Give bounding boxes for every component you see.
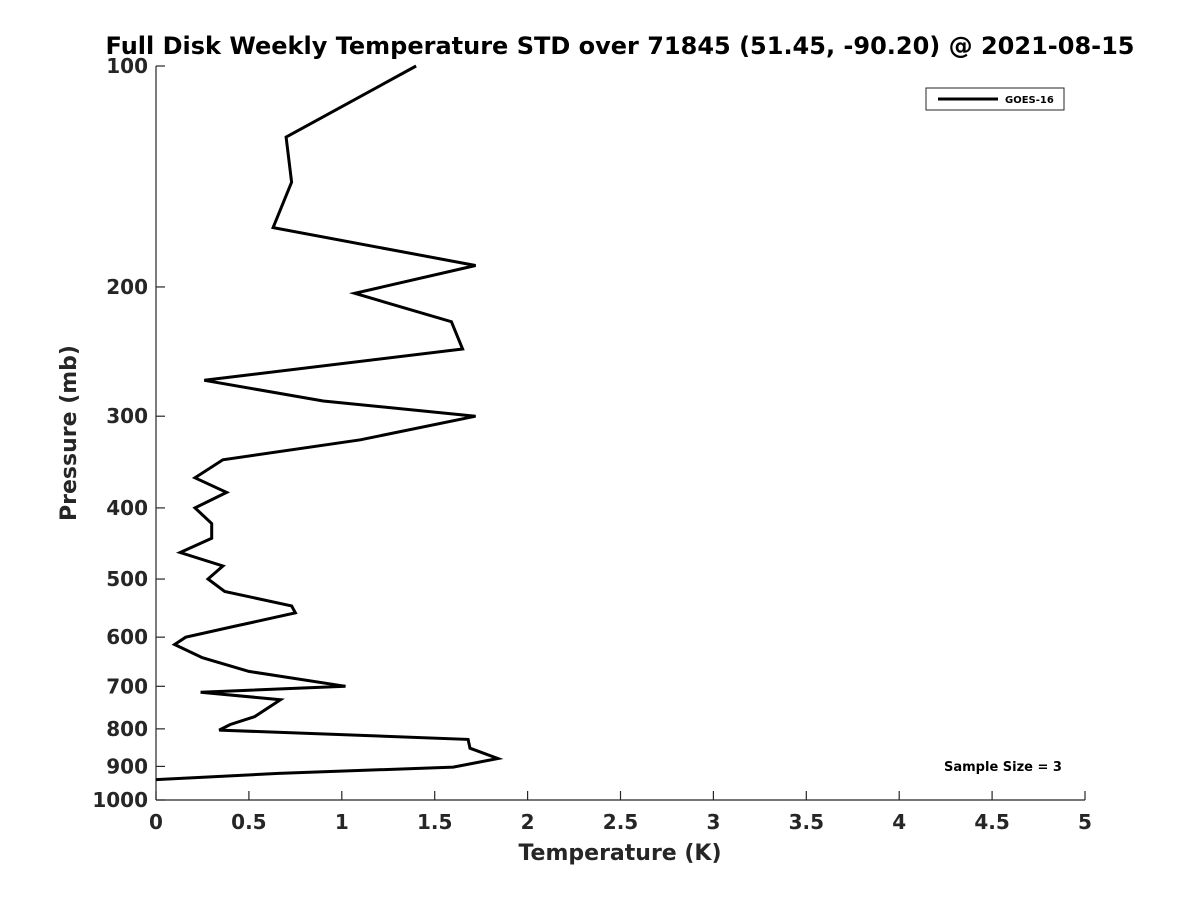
y-tick-label-8: 900 (106, 754, 148, 778)
sample-size-annotation: Sample Size = 3 (944, 760, 1062, 775)
y-tick-label-5: 600 (106, 625, 148, 649)
x-tick-label-1: 0.5 (231, 810, 266, 834)
x-tick-label-3: 1.5 (417, 810, 452, 834)
y-tick-label-2: 300 (106, 404, 148, 428)
x-tick-label-7: 3.5 (789, 810, 824, 834)
x-tick-label-4: 2 (521, 810, 535, 834)
series-line-0 (155, 64, 504, 782)
x-tick-label-9: 4.5 (974, 810, 1009, 834)
y-tick-label-3: 400 (106, 496, 148, 520)
chart-title: Full Disk Weekly Temperature STD over 71… (106, 32, 1135, 60)
x-axis-label: Temperature (K) (518, 841, 721, 866)
legend-label-goes16: GOES-16 (1005, 95, 1054, 106)
x-ticks: 0 0.5 1 1.5 2 2.5 3 3.5 4 4.5 5 (149, 791, 1092, 834)
series-layer (155, 64, 504, 782)
y-tick-label-9: 1000 (92, 788, 148, 812)
x-tick-label-10: 5 (1078, 810, 1092, 834)
x-tick-label-6: 3 (706, 810, 720, 834)
y-tick-label-7: 800 (106, 717, 148, 741)
y-tick-label-4: 500 (106, 567, 148, 591)
x-tick-label-5: 2.5 (603, 810, 638, 834)
y-axis-label: Pressure (mb) (57, 345, 82, 521)
x-tick-label-2: 1 (335, 810, 349, 834)
y-tick-label-0: 100 (106, 54, 148, 78)
y-ticks: 100 200 300 400 500 600 700 800 900 1000 (92, 54, 165, 812)
y-tick-label-1: 200 (106, 275, 148, 299)
x-tick-label-8: 4 (892, 810, 906, 834)
legend: GOES-16 (925, 87, 1065, 111)
y-tick-label-6: 700 (106, 674, 148, 698)
x-tick-label-0: 0 (149, 810, 163, 834)
plot-area: 0 0.5 1 1.5 2 2.5 3 3.5 4 4.5 5 100 200 300 400 500 600… (92, 54, 1092, 834)
